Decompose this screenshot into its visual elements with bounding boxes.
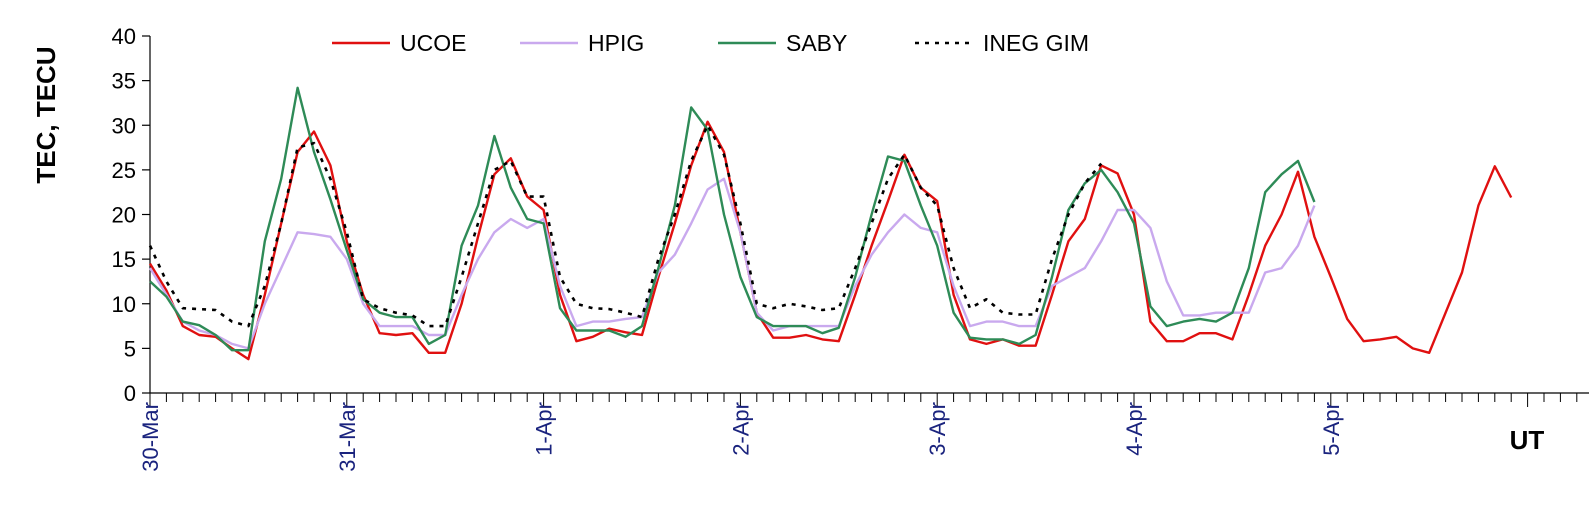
legend-label: UCOE [400, 30, 466, 56]
y-axis: 0 5 10 15 20 25 30 35 40 [112, 24, 151, 406]
series-line [148, 120, 1513, 361]
legend-label: SABY [786, 30, 847, 56]
y-tick-label: 25 [112, 158, 136, 183]
series-hpig [148, 177, 1316, 350]
y-tick-label: 40 [112, 24, 136, 49]
legend-item-ucoe: UCOE [332, 30, 466, 56]
y-tick-label: 35 [112, 69, 136, 94]
date-label: 1-Apr [532, 402, 557, 456]
date-label: 30-Mar [138, 402, 163, 472]
date-label: 2-Apr [728, 402, 753, 456]
date-label: 4-Apr [1122, 402, 1147, 456]
series-line [148, 177, 1316, 350]
legend-item-hpig: HPIG [520, 30, 644, 56]
legend-item-saby: SABY [718, 30, 847, 56]
date-label: 3-Apr [925, 402, 950, 456]
plot-area [148, 86, 1513, 361]
series-ucoe [148, 120, 1513, 361]
y-tick-label: 30 [112, 113, 136, 138]
date-label: 5-Apr [1319, 402, 1344, 456]
x-axis-title: UT [1510, 425, 1545, 455]
legend-item-ineg-gim: INEG GIM [915, 30, 1089, 56]
y-tick-label: 5 [124, 336, 136, 361]
y-tick-label: 20 [112, 203, 136, 228]
y-tick-label: 10 [112, 292, 136, 317]
legend: UCOE HPIG SABY INEG GIM [332, 30, 1089, 56]
x-axis: 30-Mar 31-Mar 1-Apr 2-Apr 3-Apr 4-Apr 5-Apr [138, 392, 1589, 472]
series-saby [149, 86, 1316, 352]
legend-label: INEG GIM [983, 30, 1089, 56]
legend-label: HPIG [588, 30, 644, 56]
y-axis-title: TEC, TECU [31, 46, 61, 183]
y-tick-label: 0 [124, 381, 136, 406]
series-line [149, 86, 1316, 352]
y-tick-label: 15 [112, 247, 136, 272]
date-label: 31-Mar [335, 402, 360, 472]
